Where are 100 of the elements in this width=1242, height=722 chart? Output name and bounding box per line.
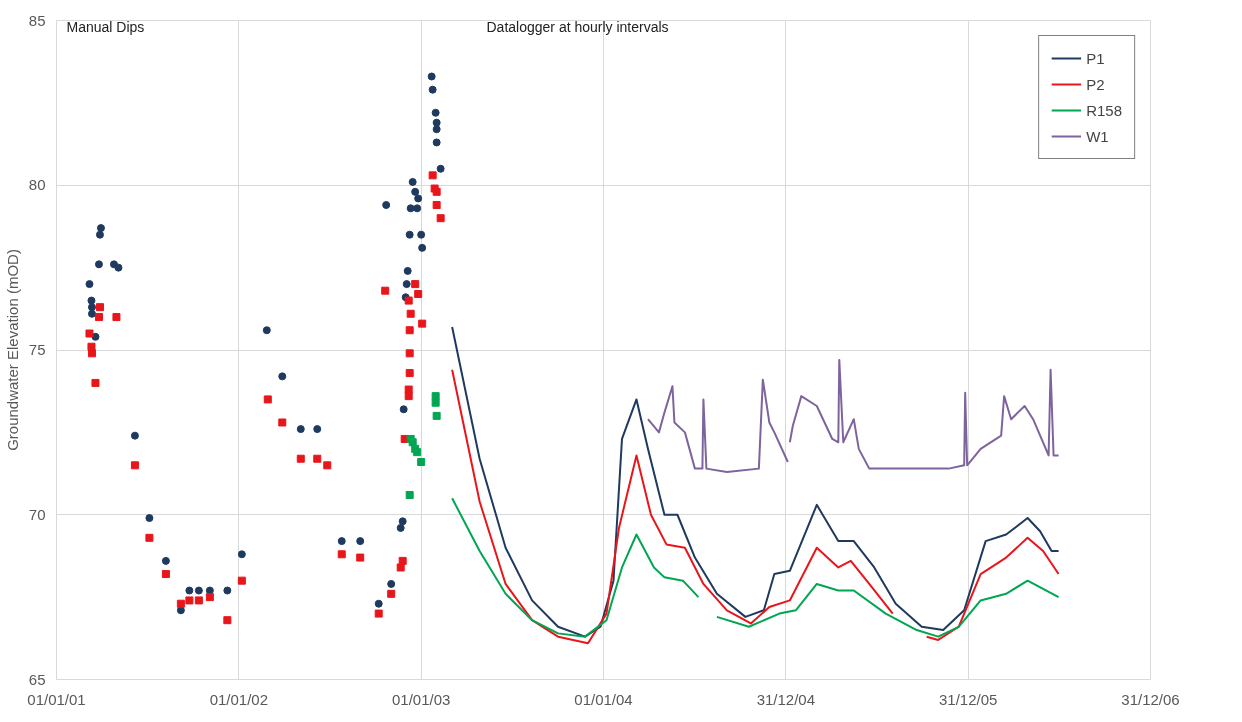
point <box>411 187 420 196</box>
point <box>223 616 232 625</box>
point <box>428 85 437 94</box>
point <box>406 309 415 318</box>
point <box>387 589 396 598</box>
point <box>413 204 422 213</box>
point <box>130 461 139 470</box>
point <box>381 286 390 295</box>
point <box>406 204 415 213</box>
point <box>408 177 417 186</box>
point <box>382 201 391 210</box>
point <box>431 108 440 117</box>
point <box>323 461 332 470</box>
point <box>396 523 405 532</box>
point <box>223 586 232 595</box>
point <box>95 303 104 312</box>
point <box>431 398 440 407</box>
point <box>405 230 414 239</box>
point <box>356 553 365 562</box>
point <box>112 313 121 322</box>
point <box>337 550 346 559</box>
point <box>262 326 271 335</box>
legend-label: P2 <box>1086 75 1106 93</box>
point <box>296 425 305 434</box>
point <box>436 214 445 223</box>
point <box>405 326 414 335</box>
point <box>313 454 322 463</box>
point <box>87 303 96 312</box>
point <box>356 537 365 546</box>
point <box>85 329 94 338</box>
x-tick-label: 01/01/01 <box>27 690 86 708</box>
point <box>414 289 423 298</box>
x-tick-label: 01/01/04 <box>574 690 633 708</box>
point <box>413 448 422 457</box>
x-tick-label: 31/12/05 <box>938 690 998 708</box>
point <box>374 609 383 618</box>
y-tick-label: 85 <box>28 11 46 29</box>
y-tick-label: 80 <box>28 176 46 194</box>
point <box>237 550 246 559</box>
point <box>427 72 436 81</box>
point <box>432 411 441 420</box>
point <box>418 319 427 328</box>
point <box>278 418 287 427</box>
point <box>404 385 413 394</box>
point <box>205 593 214 602</box>
point <box>145 514 154 523</box>
point <box>398 517 407 526</box>
point <box>263 395 272 404</box>
point <box>296 454 305 463</box>
annotation: Datalogger at hourly intervals <box>486 18 669 35</box>
point <box>418 243 427 252</box>
point <box>402 280 411 289</box>
point <box>185 586 194 595</box>
point <box>432 138 441 147</box>
legend-label: R158 <box>1086 101 1122 119</box>
point <box>205 586 214 595</box>
point <box>85 280 94 289</box>
y-tick-label: 75 <box>28 341 46 358</box>
point <box>405 349 414 358</box>
point <box>374 599 383 608</box>
point <box>403 266 412 275</box>
point <box>411 280 420 289</box>
point <box>194 596 203 605</box>
point <box>94 260 103 269</box>
point <box>91 378 100 387</box>
annotation: Manual Dips <box>66 18 145 35</box>
point <box>432 201 441 210</box>
point <box>161 570 170 579</box>
point <box>130 431 139 440</box>
point <box>417 458 426 467</box>
legend-label: P1 <box>1086 49 1106 67</box>
point <box>398 556 407 565</box>
y-tick-label: 65 <box>28 670 46 688</box>
point <box>417 230 426 239</box>
point <box>194 586 203 595</box>
x-tick-label: 31/12/04 <box>756 690 816 708</box>
point <box>387 579 396 588</box>
x-tick-label: 01/01/02 <box>209 690 269 708</box>
point <box>436 164 445 173</box>
point <box>428 171 437 180</box>
y-axis-title: Groundwater Elevation (mOD) <box>3 249 21 451</box>
point <box>96 224 105 233</box>
point <box>176 606 185 615</box>
point <box>278 372 287 381</box>
y-tick-label: 70 <box>28 505 46 523</box>
point <box>87 349 96 358</box>
point <box>405 369 414 378</box>
point <box>405 490 414 499</box>
point <box>94 313 103 322</box>
point <box>432 125 441 134</box>
point <box>185 596 194 605</box>
point <box>414 194 423 203</box>
x-tick-label: 31/12/06 <box>1121 690 1180 708</box>
point <box>408 438 417 447</box>
point <box>396 563 405 572</box>
point <box>313 425 322 434</box>
line-series <box>451 325 1060 638</box>
legend-label: W1 <box>1086 127 1109 145</box>
point <box>145 533 154 542</box>
point <box>176 599 185 608</box>
